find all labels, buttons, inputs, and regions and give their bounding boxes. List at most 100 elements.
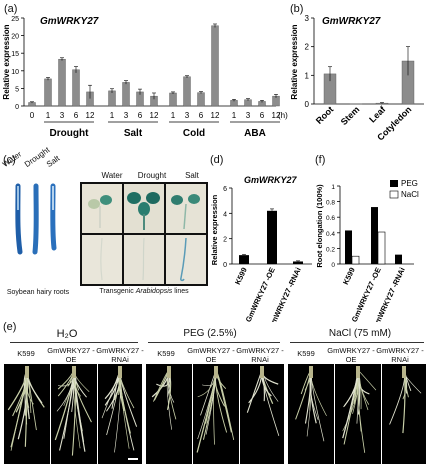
ytick-label-a: 5	[15, 86, 19, 93]
time-label-a: 3	[185, 111, 190, 120]
condition-peg: PEG (2.5%)	[183, 328, 237, 339]
time-label-a: 12	[272, 111, 281, 120]
category-label-f: K599	[341, 266, 357, 286]
condition-nacl: NaCl (75 mM)	[328, 328, 392, 339]
photo-label-peg-rnai: GmWRKY27 -RNAi	[236, 346, 284, 364]
gene-title-b: GmWRKY27	[322, 16, 381, 27]
bar-f-peg	[371, 207, 378, 264]
ytick-label-a: 10	[11, 69, 19, 76]
chart-f: 0 0.2 0.4 0.6 0.8 1 Root elongation (100%) PEG N…	[315, 179, 419, 322]
panel-c-label: (c)	[3, 154, 16, 166]
ytick-label-d: 6	[223, 186, 227, 193]
root-photos	[4, 364, 426, 466]
gene-title-d: GmWRKY27	[244, 175, 298, 185]
root-stem	[214, 366, 218, 378]
time-label-a: 6	[74, 111, 79, 120]
photo-label-h2o-rnai: GmWRKY27 -RNAi	[96, 346, 144, 364]
bar-a	[122, 82, 130, 107]
ytick-label-f: 0.2	[326, 246, 335, 253]
time-label-a: 3	[60, 111, 65, 120]
chart-b: 0 1 2 3 Relative expression GmWRKY27 Root Stem L…	[290, 14, 424, 143]
legend-label-peg: PEG	[401, 179, 418, 188]
ytick-label-a: 0	[15, 104, 19, 111]
panel-b-label: (b)	[290, 3, 304, 15]
panel-e-label: (e)	[3, 321, 17, 333]
time-label-a: 12	[150, 111, 159, 120]
photo-label-h2o-k599: K599	[17, 349, 35, 358]
arabidopsis-caption: Transgenic Arabidopsis lines	[99, 288, 189, 295]
bar-f-peg	[395, 254, 402, 264]
root-stem	[356, 366, 360, 378]
time-label-a: 3	[246, 111, 251, 120]
col-label-water: Water	[101, 171, 123, 180]
bar-a	[108, 90, 116, 107]
ylabel-f: Root elongation (100%)	[315, 184, 324, 268]
bar-a	[197, 92, 205, 107]
photo-label-h2o-oe: GmWRKY27 -OE	[47, 346, 95, 364]
group-label-a: Salt	[124, 128, 143, 139]
ytick-label-d: 0	[223, 262, 227, 269]
ytick-label-b: 2	[305, 43, 310, 52]
photo-label-nacl-oe: GmWRKY27 -OE	[327, 346, 375, 364]
root-stem	[167, 366, 171, 378]
category-label-b: Stem	[339, 104, 362, 127]
photo-label-peg-k599: K599	[157, 349, 175, 358]
col-label-drought: Drought	[137, 171, 167, 180]
root-stem	[25, 366, 29, 378]
time-label-a: 6	[199, 111, 204, 120]
ytick-label-f: 0.8	[326, 200, 335, 207]
time-label-a: 1	[46, 111, 51, 120]
category-label-d: K599	[233, 266, 249, 286]
root-label-salt: Salt	[44, 153, 62, 169]
soybean-roots-illustration	[6, 170, 68, 256]
gene-title-a: GmWRKY27	[40, 16, 99, 27]
bar-d	[293, 261, 303, 264]
photo-label-nacl-rnai: GmWRKY27 -RNAi	[376, 346, 424, 364]
panel-d-label: (d)	[210, 154, 224, 166]
bar-f-nacl	[377, 231, 386, 265]
ytick-label-f: 0	[331, 262, 335, 269]
bar-a	[211, 25, 219, 107]
ylabel-a: Relative expression	[2, 24, 11, 99]
time-label-a: 1	[232, 111, 237, 120]
root-stem	[118, 366, 122, 378]
root-stem	[309, 366, 313, 378]
ytick-label-a: 20	[11, 34, 19, 41]
ytick-label-f: 1	[331, 184, 335, 191]
legend-label-nacl: NaCl	[401, 190, 419, 199]
bar-d	[239, 255, 249, 264]
root-label-water: Water	[0, 149, 24, 169]
bar-a	[183, 76, 191, 107]
ytick-label-a: 15	[11, 51, 19, 58]
soybean-roots-panel	[6, 170, 68, 256]
time-label-a: 6	[260, 111, 265, 120]
condition-h2o: H₂O	[56, 328, 78, 340]
root-stem	[402, 366, 406, 378]
ylabel-b: Relative expression	[290, 24, 299, 99]
ytick-label-f: 0.6	[326, 215, 335, 222]
ytick-label-f: 0.4	[326, 231, 335, 238]
time-unit-a: (h)	[278, 111, 288, 120]
root-stem	[72, 366, 76, 378]
ytick-label-b: 1	[305, 71, 310, 80]
category-label-b: Leaf	[367, 104, 388, 125]
legend-swatch-peg	[390, 180, 398, 187]
ytick-label-b: 0	[305, 100, 310, 109]
group-label-a: Cold	[183, 128, 205, 139]
time-label-a: 3	[124, 111, 129, 120]
bar-b	[349, 103, 363, 105]
time-label-a: 12	[86, 111, 95, 120]
category-label-b: Root	[314, 104, 336, 126]
group-label-a: Drought	[50, 128, 90, 139]
panel-f-label: (f)	[315, 154, 326, 166]
bar-f-nacl	[351, 255, 360, 265]
bar-a	[58, 58, 66, 107]
time-label-a: 12	[211, 111, 220, 120]
bar-a	[44, 78, 52, 107]
bar-a	[169, 92, 177, 107]
time-label-a: 6	[138, 111, 143, 120]
photo-label-nacl-k599: K599	[297, 349, 315, 358]
time-label-a: 1	[171, 111, 176, 120]
photo-label-peg-oe: GmWRKY27 -OE	[187, 346, 235, 364]
